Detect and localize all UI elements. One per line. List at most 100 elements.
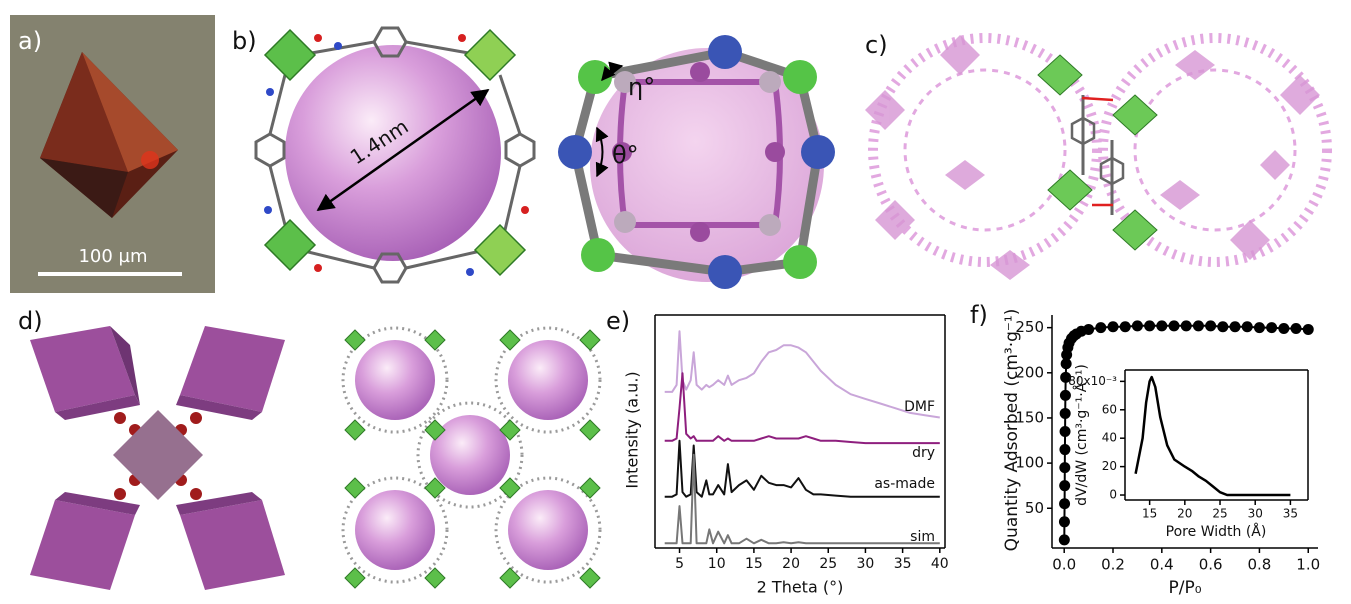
series-label: DMF: [904, 399, 935, 415]
cage-structure: [466, 268, 474, 276]
cage-structure: [264, 206, 272, 214]
data-point: [1242, 321, 1253, 332]
x-tick-label: 15: [745, 556, 763, 572]
panel-label: b): [232, 27, 257, 55]
cage-schematic: [708, 255, 742, 289]
cage-structure: [314, 34, 322, 42]
panel-label: c): [865, 31, 888, 59]
cage-structure: [265, 220, 315, 270]
panel-label: a): [18, 27, 42, 55]
data-point: [1254, 322, 1265, 333]
x-axis-label: P/P₀: [1168, 578, 1201, 598]
cube-packing: [355, 340, 588, 570]
y-axis-label: dV/dW (cm³·g⁻¹·Å⁻¹): [1073, 364, 1090, 506]
series-label: as-made: [874, 476, 935, 492]
cube-packing: [345, 330, 365, 350]
cube-packing: [500, 330, 520, 350]
x-tick-label: 0.6: [1199, 556, 1223, 574]
x-tick-label: 30: [857, 556, 875, 572]
x-tick-label: 20: [782, 556, 800, 572]
x-tick-label: 35: [1283, 507, 1298, 521]
cage-structure: [265, 30, 315, 80]
data-point: [1059, 534, 1070, 545]
y-axis-label: Quantity Adsorbed (cm³·g⁻¹): [1002, 309, 1022, 552]
cage-schematic: [783, 245, 817, 279]
cage-schematic: [558, 135, 592, 169]
cube-packing: [508, 340, 588, 420]
data-point: [1059, 462, 1070, 473]
cage-schematic: [690, 62, 710, 82]
panel-label: f): [970, 301, 988, 329]
x-tick-label: 40: [931, 556, 949, 572]
cage-schematic: [783, 60, 817, 94]
dimer-structure: [1038, 55, 1082, 95]
cage-structure: [266, 88, 274, 96]
data-line: [1136, 377, 1291, 495]
cage-schematic: [765, 142, 785, 162]
x-tick-label: 15: [1142, 507, 1157, 521]
data-point: [1291, 323, 1302, 334]
x-axis-label: 2 Theta (°): [757, 578, 844, 597]
x-tick-label: 0.4: [1150, 556, 1174, 574]
cage-structure: [314, 264, 322, 272]
cage-schematic: [614, 211, 636, 233]
x-tick-label: 25: [819, 556, 837, 572]
x-tick-label: 5: [675, 556, 684, 572]
cage-structure: [506, 134, 534, 166]
panel-label: d): [18, 307, 43, 335]
x-tick-label: 20: [1177, 507, 1192, 521]
x-tick-label: 10: [708, 556, 726, 572]
cage-schematic: [581, 238, 615, 272]
y-tick-label: 50: [1025, 499, 1044, 517]
y-tick-label: 20: [1102, 459, 1117, 473]
dimer-structure: [1160, 180, 1200, 210]
page: MOF figure body { margin: 0; background:…: [0, 0, 1351, 604]
dimer-structure: [945, 160, 985, 190]
cube-packing: [425, 568, 445, 588]
data-point: [1120, 321, 1131, 332]
data-point: [1205, 320, 1216, 331]
cage-structure: [334, 42, 342, 50]
panel-label: e): [606, 307, 630, 335]
series-line: [665, 331, 940, 417]
cube-packing: [30, 326, 600, 590]
data-point: [1108, 321, 1119, 332]
cube-packing: [355, 490, 435, 570]
cage-structure: [465, 30, 515, 80]
data-point: [1083, 324, 1094, 335]
data-point: [1266, 322, 1277, 333]
cage-structure: [285, 45, 501, 261]
angle-label: η°: [628, 73, 655, 101]
cage-schematic: [759, 214, 781, 236]
data-point: [1303, 324, 1314, 335]
y-axis-label: Intensity (a.u.): [623, 371, 642, 488]
cube-packing: [114, 488, 126, 500]
data-point: [1156, 320, 1167, 331]
cube-packing: [180, 500, 285, 590]
cage-structure: [256, 28, 534, 282]
data-point: [1217, 321, 1228, 332]
x-tick-label: 0.2: [1101, 556, 1125, 574]
cube-packing: [508, 490, 588, 570]
x-tick-label: 30: [1248, 507, 1263, 521]
cage-schematic: [708, 35, 742, 69]
cube-packing: [30, 500, 135, 590]
cube-packing: [190, 488, 202, 500]
cage-schematic: [558, 35, 835, 289]
angle-label: θ°: [612, 141, 639, 169]
series-label: sim: [910, 529, 935, 545]
cube-packing: [580, 568, 600, 588]
cube-packing: [425, 330, 445, 350]
data-point: [1169, 320, 1180, 331]
cube-packing: [500, 478, 520, 498]
x-tick-label: 25: [1212, 507, 1227, 521]
cube-packing: [190, 412, 202, 424]
data-point: [1059, 498, 1070, 509]
x-tick-label: 35: [894, 556, 912, 572]
cube-packing: [345, 478, 365, 498]
dimer-structure: [875, 200, 915, 240]
cube-packing: [580, 478, 600, 498]
series-label: dry: [912, 445, 935, 461]
y-tick-label: 0: [1109, 488, 1117, 502]
cube-packing: [345, 420, 365, 440]
